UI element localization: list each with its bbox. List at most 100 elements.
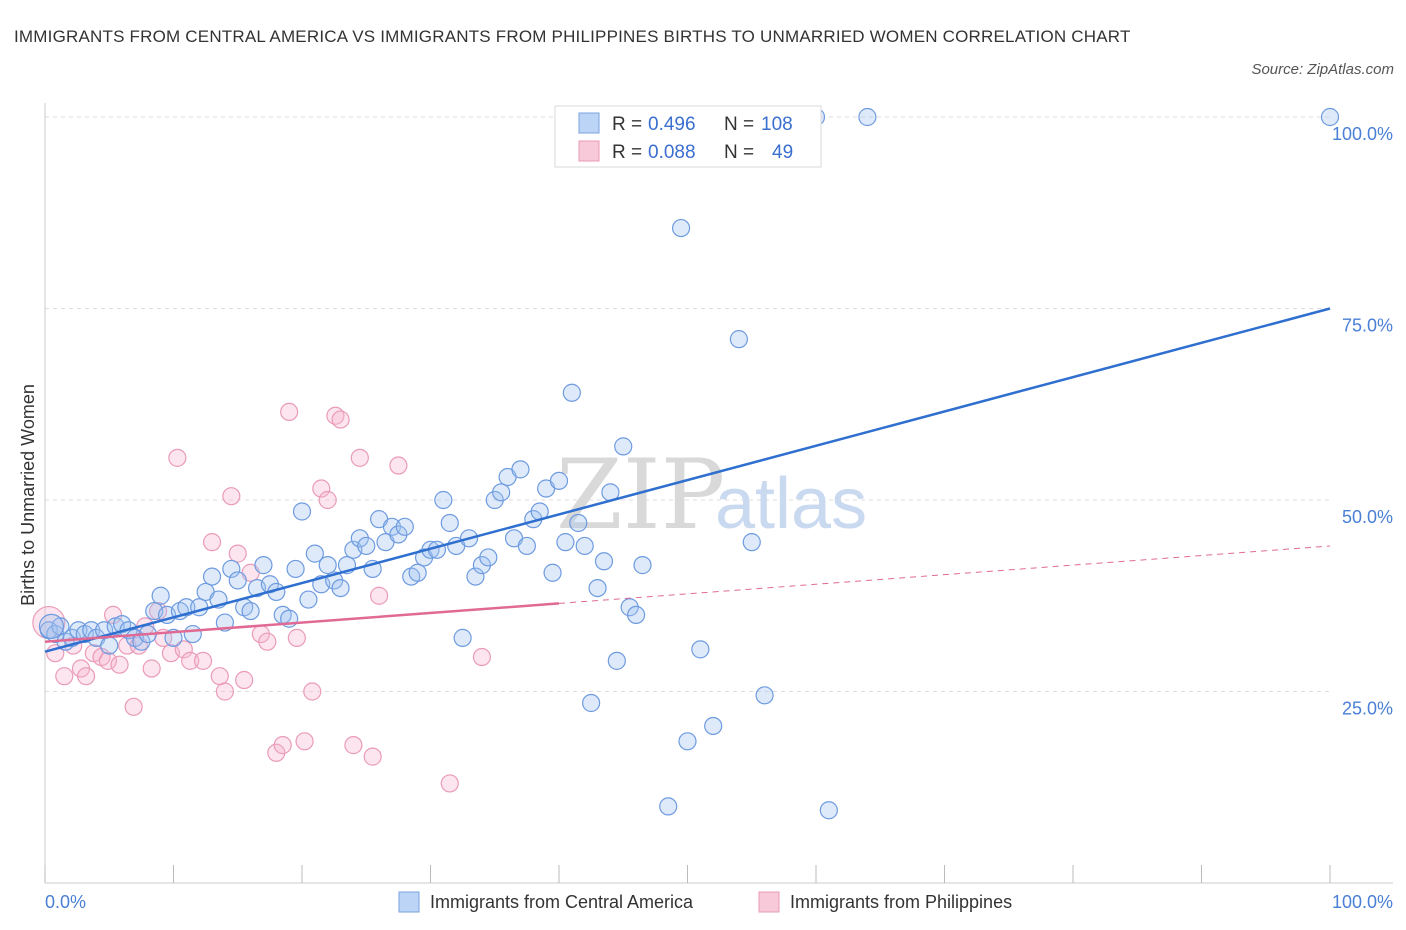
central-america-point-86 [588, 578, 607, 598]
central-america-point-81 [556, 533, 575, 552]
philippines-point-8 [98, 651, 118, 670]
central-america-point-101 [742, 533, 761, 552]
y-tick-labels: 25.0% 50.0% 75.0% 100.0% [1332, 124, 1393, 719]
trend-lines [44, 307, 1331, 653]
legend-swatch-pink [578, 140, 600, 162]
trend-line-central-america [44, 307, 1331, 653]
central-america-point-67 [466, 567, 485, 586]
legend-n-label-1: N = [724, 114, 754, 135]
watermark-atlas: atlas [715, 464, 867, 544]
central-america-point-63 [440, 513, 459, 533]
philippines-point-45 [370, 586, 389, 605]
central-america-point-93 [633, 556, 652, 575]
bottom-legend-swatch-pink [758, 891, 780, 913]
central-america-point-56 [395, 517, 414, 536]
philippines-point-36 [295, 732, 314, 751]
central-america-point-30 [228, 571, 247, 590]
central-america-point-95 [659, 797, 678, 816]
central-america-point-85 [582, 693, 601, 713]
philippines-point-27 [228, 544, 247, 563]
philippines-point-15 [142, 659, 161, 678]
central-america-point-90 [614, 437, 633, 456]
philippines-point-41 [331, 410, 350, 429]
watermark-zip: ZIP [556, 439, 725, 551]
central-america-point-44 [318, 556, 337, 575]
central-america-point-39 [286, 559, 305, 579]
philippines-point-35 [287, 628, 306, 647]
legend-swatch-blue [578, 112, 600, 134]
central-america-point-26 [202, 567, 222, 586]
central-america-point-29 [222, 559, 241, 579]
philippines-point-2 [55, 667, 74, 686]
philippines-point-48 [472, 647, 491, 667]
philippines-point-21 [181, 651, 200, 670]
philippines-point-47 [440, 774, 459, 793]
central-america-point-79 [543, 563, 562, 582]
philippines-point-28 [235, 670, 254, 690]
philippines-point-20 [174, 640, 193, 659]
central-america-point-84 [575, 536, 594, 556]
y-axis-label: Births to Unmarried Women [18, 384, 38, 606]
central-america-point-50 [357, 536, 376, 556]
legend-r-label-1: R = [612, 114, 642, 135]
x-tick-labels: 0.0% 100.0% [45, 892, 1393, 912]
philippines-point-12 [124, 697, 143, 716]
philippines-point-39 [318, 490, 337, 510]
central-america-point-75 [517, 536, 536, 556]
correlation-legend: R = 0.496 N = 108 R = 0.088 N = 49 [554, 105, 822, 168]
central-america-point-89 [607, 651, 626, 670]
philippines-point-43 [350, 448, 369, 467]
central-america-point-97 [678, 732, 697, 751]
philippines-point-44 [363, 747, 382, 766]
central-america-point-65 [453, 628, 472, 647]
philippines-point-26 [222, 487, 241, 506]
central-america-point-92 [626, 605, 646, 625]
philippines-point-22 [193, 651, 213, 670]
central-america-point-18 [151, 586, 170, 605]
philippines-point-37 [303, 682, 322, 701]
x-tick-label-0: 0.0% [45, 892, 86, 912]
y-tick-label-0: 25.0% [1342, 699, 1393, 719]
central-america-point-41 [299, 590, 318, 609]
legend-r-value-1: 0.496 [648, 114, 696, 135]
central-america-point-42 [305, 544, 324, 563]
central-america-point-23 [183, 624, 202, 644]
central-america-point-102 [755, 686, 774, 705]
axes [44, 103, 1393, 884]
legend-n-label-2: N = [724, 142, 754, 163]
central-america-point-22 [177, 598, 196, 617]
legend-r-value-2: 0.088 [648, 142, 696, 163]
philippines-point-31 [258, 632, 277, 651]
philippines-point-19 [168, 448, 187, 467]
central-america-point-99 [704, 716, 723, 736]
philippines-point-10 [110, 655, 129, 674]
legend-n-value-1: 108 [761, 114, 793, 135]
central-america-point-62 [434, 490, 453, 510]
central-america-point-100 [729, 330, 749, 349]
central-america-point-80 [549, 471, 569, 490]
philippines-point-46 [389, 456, 408, 475]
central-america-point-105 [858, 107, 877, 127]
central-america-point-74 [511, 460, 530, 479]
philippines-point-34 [280, 402, 299, 422]
series-philippines-points [32, 402, 491, 793]
series-central-america-points [38, 107, 1340, 820]
philippines-point-5 [77, 667, 96, 686]
central-america-point-104 [819, 801, 838, 820]
central-america-point-82 [562, 383, 581, 402]
central-america-point-87 [594, 552, 614, 571]
central-america-point-83 [569, 513, 588, 533]
philippines-point-24 [210, 667, 229, 686]
philippines-point-23 [202, 533, 222, 552]
central-america-point-10 [100, 636, 119, 655]
x-tick-label-1: 100.0% [1332, 892, 1393, 912]
series-legend: Immigrants from Central America Immigran… [398, 891, 1012, 913]
central-america-point-58 [408, 563, 427, 582]
central-america-point-46 [331, 578, 350, 598]
philippines-point-16 [148, 601, 168, 621]
central-america-point-107 [38, 613, 65, 639]
central-america-point-32 [241, 601, 260, 621]
central-america-point-98 [691, 640, 710, 659]
trend-line-philippines [44, 602, 560, 643]
legend-r-label-2: R = [612, 142, 642, 163]
